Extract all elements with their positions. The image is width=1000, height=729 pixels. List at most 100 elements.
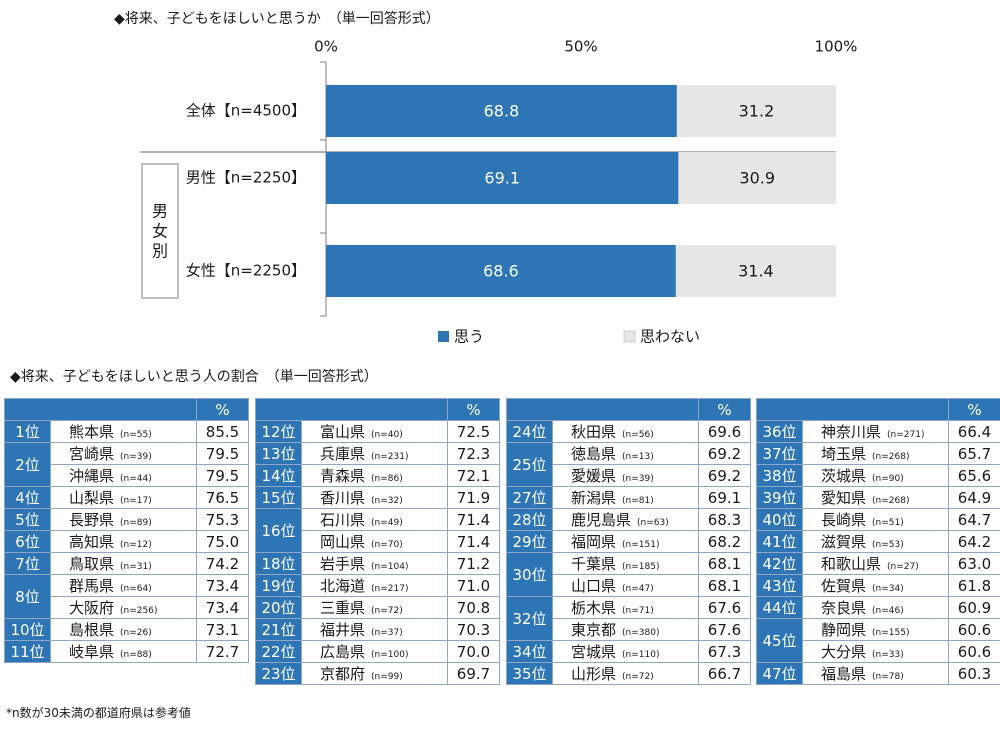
table-row: 32位 栃木県 (n=71) 67.6 xyxy=(506,596,751,641)
bar-segment-no xyxy=(675,245,836,297)
percent-value: 64.2 xyxy=(948,530,1000,553)
prefecture-name: 岡山県 xyxy=(320,533,366,551)
prefecture-name: 香川県 xyxy=(320,489,366,507)
group-label-char: 別 xyxy=(152,242,168,261)
prefecture-name: 山形県 xyxy=(571,665,617,683)
table-row: 東京都 (n=380) 67.6 xyxy=(507,618,751,641)
rank-cell: 24位 xyxy=(506,420,553,443)
sample-size: (n=37) xyxy=(371,628,403,638)
percent-value: 66.4 xyxy=(948,420,1000,443)
header-blank-cell xyxy=(506,398,699,421)
bar-segment-yes xyxy=(326,85,677,137)
prefecture-name: 奈良県 xyxy=(821,599,867,617)
sample-size: (n=88) xyxy=(120,650,152,660)
table-row: 11位 岐阜県 (n=88) 72.7 xyxy=(4,640,249,663)
sample-size: (n=70) xyxy=(371,540,403,550)
bar-segment-yes xyxy=(326,245,676,297)
prefecture-cell: 富山県 (n=40) xyxy=(301,420,448,443)
group-label-box xyxy=(141,163,179,299)
category-label: 男性【n=2250】 xyxy=(186,169,306,187)
table-row: 山口県 (n=47) 68.1 xyxy=(507,574,751,597)
table-row: 25位 徳島県 (n=13) 69.2 xyxy=(506,442,751,487)
group-label-char: 男 xyxy=(152,202,168,221)
sample-size: (n=31) xyxy=(120,562,152,572)
table-row: 7位 鳥取県 (n=31) 74.2 xyxy=(4,552,249,575)
rank-cell: 47位 xyxy=(756,662,803,685)
table-header-row: % xyxy=(4,398,249,421)
prefecture-cell: 鳥取県 (n=31) xyxy=(50,552,197,575)
rank-cell: 20位 xyxy=(255,596,302,619)
sample-size: (n=51) xyxy=(872,518,904,528)
prefecture-name: 熊本県 xyxy=(69,423,115,441)
category-label: 全体【n=4500】 xyxy=(186,102,306,120)
table-row: 16位 石川県 (n=49) 71.4 xyxy=(255,508,500,553)
prefecture-name: 山口県 xyxy=(571,577,617,595)
prefecture-cell: 埼玉県 (n=268) xyxy=(802,442,949,465)
rank-cell: 28位 xyxy=(506,508,553,531)
prefecture-name: 大分県 xyxy=(821,643,867,661)
prefecture-name: 青森県 xyxy=(320,467,366,485)
percent-value: 71.9 xyxy=(447,486,500,509)
table-row: 大分県 (n=33) 60.6 xyxy=(757,640,1000,663)
table-row: 24位 秋田県 (n=56) 69.6 xyxy=(506,420,751,443)
category-label: 女性【n=2250】 xyxy=(186,262,306,280)
prefecture-cell: 大分県 (n=33) xyxy=(802,640,949,663)
bar-segment-no xyxy=(678,152,836,204)
prefecture-cell: 群馬県 (n=64) xyxy=(50,574,197,597)
prefecture-cell: 奈良県 (n=46) xyxy=(802,596,949,619)
sample-size: (n=86) xyxy=(371,474,403,484)
table-row: 4位 山梨県 (n=17) 76.5 xyxy=(4,486,249,509)
sample-size: (n=47) xyxy=(622,584,654,594)
prefecture-name: 神奈川県 xyxy=(821,423,882,441)
percent-value: 73.1 xyxy=(196,618,249,641)
table-row: 12位 富山県 (n=40) 72.5 xyxy=(255,420,500,443)
prefecture-cell: 北海道 (n=217) xyxy=(301,574,448,597)
prefecture-cell: 高知県 (n=12) xyxy=(50,530,197,553)
table-row: 38位 茨城県 (n=90) 65.6 xyxy=(756,464,1000,487)
sample-size: (n=185) xyxy=(622,562,660,572)
table-row: 35位 山形県 (n=72) 66.7 xyxy=(506,662,751,685)
percent-value: 60.3 xyxy=(948,662,1000,685)
bar-value-label: 68.6 xyxy=(483,262,519,281)
sample-size: (n=71) xyxy=(622,606,654,616)
bar-value-label: 68.8 xyxy=(484,102,520,121)
table-row: 10位 島根県 (n=26) 73.1 xyxy=(4,618,249,641)
rank-cell: 23位 xyxy=(255,662,302,685)
prefecture-cell: 千葉県 (n=185) xyxy=(552,552,699,575)
prefecture-cell: 愛媛県 (n=39) xyxy=(552,464,699,487)
percent-value: 75.0 xyxy=(196,530,249,553)
prefecture-cell: 兵庫県 (n=231) xyxy=(301,442,448,465)
rank-cell: 37位 xyxy=(756,442,803,465)
prefecture-cell: 宮城県 (n=110) xyxy=(552,640,699,663)
prefecture-name: 福岡県 xyxy=(571,533,617,551)
table-row: 15位 香川県 (n=32) 71.9 xyxy=(255,486,500,509)
sample-size: (n=33) xyxy=(872,650,904,660)
table-row: 沖縄県 (n=44) 79.5 xyxy=(5,464,249,487)
group-label-char: 女 xyxy=(152,222,168,241)
percent-value: 69.2 xyxy=(698,442,751,465)
percent-value: 67.3 xyxy=(698,640,751,663)
table-row: 19位 北海道 (n=217) 71.0 xyxy=(255,574,500,597)
sample-size: (n=26) xyxy=(120,628,152,638)
table-row: 大阪府 (n=256) 73.4 xyxy=(5,596,249,619)
table-row: 2位 宮崎県 (n=39) 79.5 xyxy=(4,442,249,487)
prefecture-cell: 山形県 (n=72) xyxy=(552,662,699,685)
x-tick-label: 50% xyxy=(564,38,597,56)
bar-value-label: 31.4 xyxy=(738,262,774,281)
prefecture-cell: 福島県 (n=78) xyxy=(802,662,949,685)
sample-size: (n=78) xyxy=(872,672,904,682)
legend-swatch xyxy=(623,330,636,343)
percent-value: 60.9 xyxy=(948,596,1000,619)
prefecture-cell: 島根県 (n=26) xyxy=(50,618,197,641)
sample-size: (n=39) xyxy=(120,452,152,462)
rank-cell: 30位 xyxy=(506,552,553,597)
prefecture-name: 北海道 xyxy=(320,577,366,595)
prefecture-name: 愛知県 xyxy=(821,489,867,507)
rank-cell: 2位 xyxy=(4,442,51,487)
table-row: 42位 和歌山県 (n=27) 63.0 xyxy=(756,552,1000,575)
prefecture-cell: 和歌山県 (n=27) xyxy=(802,552,949,575)
prefecture-cell: 栃木県 (n=71) xyxy=(552,596,699,619)
sample-size: (n=12) xyxy=(120,540,152,550)
percent-value: 68.1 xyxy=(698,552,751,575)
sample-size: (n=64) xyxy=(120,584,152,594)
